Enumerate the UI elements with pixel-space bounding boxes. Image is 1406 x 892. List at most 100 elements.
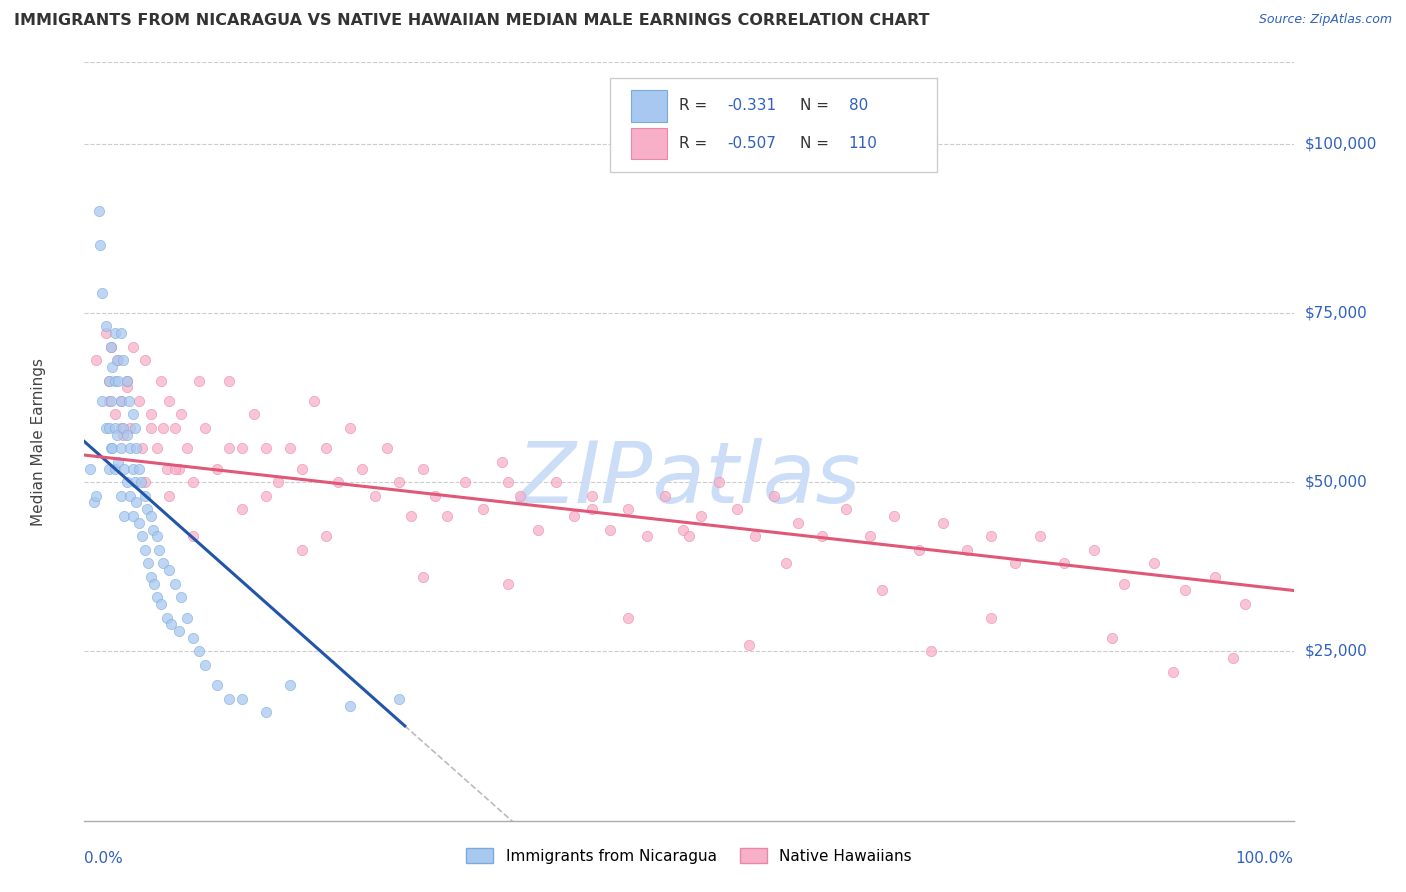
Point bbox=[115, 475, 138, 490]
Text: Source: ZipAtlas.com: Source: ZipAtlas.com bbox=[1258, 13, 1392, 27]
Point bbox=[165, 576, 187, 591]
Point bbox=[920, 644, 942, 658]
Point bbox=[124, 421, 146, 435]
Point bbox=[1004, 557, 1026, 571]
Point bbox=[136, 502, 159, 516]
Point bbox=[472, 502, 495, 516]
Point bbox=[134, 489, 156, 503]
Text: N =: N = bbox=[800, 136, 834, 151]
Point bbox=[110, 442, 132, 456]
Point bbox=[678, 529, 700, 543]
Point bbox=[291, 542, 314, 557]
Point bbox=[121, 508, 143, 523]
Point bbox=[104, 461, 127, 475]
Point bbox=[491, 455, 513, 469]
Point bbox=[86, 489, 108, 503]
Point bbox=[157, 393, 180, 408]
Point bbox=[339, 698, 361, 713]
Point bbox=[231, 502, 253, 516]
Point bbox=[121, 461, 143, 475]
Point bbox=[980, 610, 1002, 624]
Point bbox=[267, 475, 290, 490]
Text: $75,000: $75,000 bbox=[1305, 305, 1368, 320]
Point bbox=[120, 489, 142, 503]
Point bbox=[254, 489, 277, 503]
Point bbox=[194, 421, 217, 435]
Point bbox=[436, 508, 458, 523]
Point bbox=[160, 617, 183, 632]
Point bbox=[128, 393, 150, 408]
Text: 100.0%: 100.0% bbox=[1236, 851, 1294, 866]
Point bbox=[167, 461, 190, 475]
Point bbox=[131, 529, 153, 543]
Point bbox=[744, 529, 766, 543]
Point bbox=[101, 360, 124, 375]
Point bbox=[121, 340, 143, 354]
Text: 110: 110 bbox=[849, 136, 877, 151]
Point bbox=[115, 427, 138, 442]
Point bbox=[859, 529, 882, 543]
Point bbox=[110, 393, 132, 408]
Point bbox=[125, 442, 148, 456]
Point bbox=[149, 597, 172, 611]
Point bbox=[105, 353, 128, 368]
Point bbox=[152, 421, 174, 435]
Point bbox=[690, 508, 713, 523]
Point bbox=[165, 421, 187, 435]
Point bbox=[1143, 557, 1166, 571]
Point bbox=[143, 576, 166, 591]
Point bbox=[128, 461, 150, 475]
Point bbox=[176, 442, 198, 456]
Point bbox=[1101, 631, 1123, 645]
Point bbox=[636, 529, 658, 543]
Text: -0.507: -0.507 bbox=[728, 136, 776, 151]
Point bbox=[107, 353, 129, 368]
Point bbox=[231, 691, 253, 706]
Point bbox=[128, 516, 150, 530]
Point bbox=[97, 421, 120, 435]
Text: R =: R = bbox=[679, 136, 713, 151]
Point bbox=[104, 408, 127, 422]
Point bbox=[87, 204, 110, 219]
Point bbox=[278, 442, 301, 456]
Point bbox=[115, 380, 138, 394]
Text: $50,000: $50,000 bbox=[1305, 475, 1368, 490]
Text: ZIPatlas: ZIPatlas bbox=[517, 438, 860, 521]
Text: 80: 80 bbox=[849, 98, 868, 113]
Point bbox=[91, 393, 114, 408]
Point bbox=[97, 374, 120, 388]
Point bbox=[328, 475, 350, 490]
Point bbox=[291, 461, 314, 475]
Point bbox=[100, 340, 122, 354]
Point bbox=[121, 408, 143, 422]
Point bbox=[112, 421, 135, 435]
Point bbox=[980, 529, 1002, 543]
Point bbox=[617, 610, 640, 624]
Point bbox=[725, 502, 748, 516]
Point bbox=[91, 285, 114, 300]
Point bbox=[139, 570, 162, 584]
Point bbox=[1161, 665, 1184, 679]
Text: IMMIGRANTS FROM NICARAGUA VS NATIVE HAWAIIAN MEDIAN MALE EARNINGS CORRELATION CH: IMMIGRANTS FROM NICARAGUA VS NATIVE HAWA… bbox=[14, 13, 929, 29]
Point bbox=[165, 461, 187, 475]
Point bbox=[142, 523, 165, 537]
Point bbox=[363, 489, 385, 503]
Point bbox=[94, 421, 117, 435]
Point bbox=[412, 461, 434, 475]
Point bbox=[527, 523, 550, 537]
Point bbox=[110, 489, 132, 503]
Point bbox=[231, 442, 253, 456]
Point bbox=[786, 516, 808, 530]
Point bbox=[94, 319, 117, 334]
Point bbox=[218, 442, 240, 456]
Point bbox=[775, 557, 797, 571]
Point bbox=[188, 644, 211, 658]
Point bbox=[454, 475, 477, 490]
Text: $100,000: $100,000 bbox=[1305, 136, 1376, 151]
Point bbox=[152, 557, 174, 571]
Point bbox=[118, 393, 141, 408]
Point bbox=[1114, 576, 1136, 591]
FancyBboxPatch shape bbox=[631, 128, 668, 160]
Point bbox=[302, 393, 325, 408]
Point bbox=[218, 374, 240, 388]
